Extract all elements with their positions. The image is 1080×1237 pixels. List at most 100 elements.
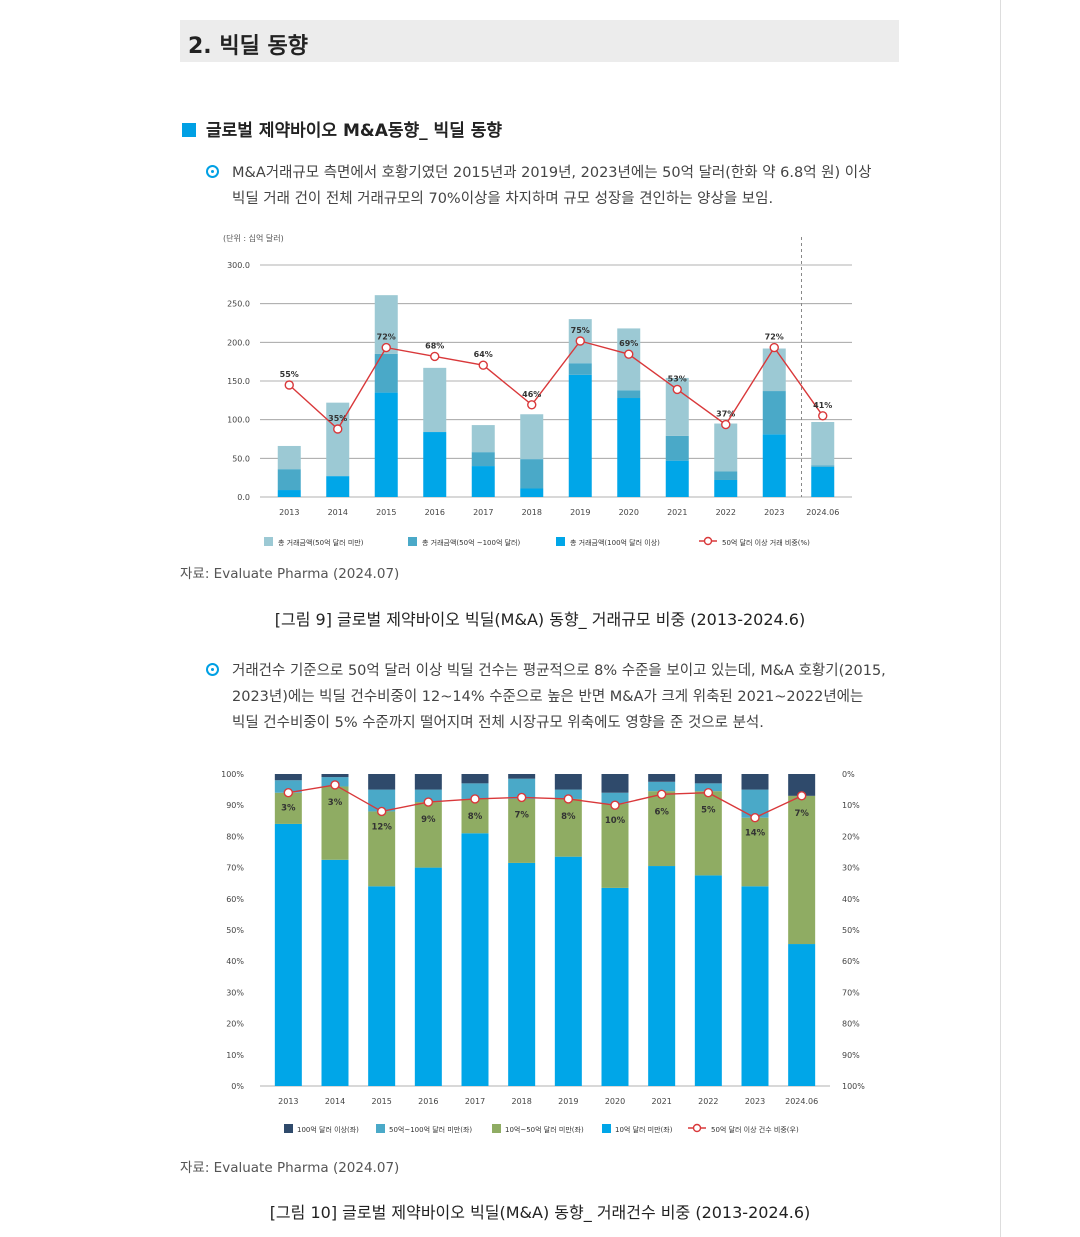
legend-swatch bbox=[492, 1124, 501, 1133]
line-point bbox=[430, 351, 440, 362]
bar-segment bbox=[811, 465, 835, 467]
bar-segment bbox=[414, 774, 442, 790]
line-data-label: 7% bbox=[514, 810, 529, 820]
bar-segment bbox=[277, 490, 301, 497]
x-tick-label: 2017 bbox=[465, 1097, 485, 1106]
bar-segment bbox=[568, 374, 592, 497]
bullet-paragraph-1: M&A거래규모 측면에서 호황기였던 2015년과 2019년, 2023년에는… bbox=[206, 160, 871, 212]
bar-segment bbox=[568, 363, 592, 375]
bar-segment bbox=[520, 414, 544, 460]
figure1-source: 자료: Evaluate Pharma (2024.07) bbox=[180, 566, 400, 582]
section-title: 2. 빅딜 동향 bbox=[188, 34, 308, 59]
bar-segment bbox=[762, 348, 786, 392]
bullet-paragraph-2: 거래건수 기준으로 50억 달러 이상 빅딜 건수는 평균적으로 8% 수준을 … bbox=[206, 658, 886, 736]
line-data-label: 8% bbox=[561, 812, 576, 822]
y-tick-label: 50.0 bbox=[232, 454, 250, 463]
legend-label: 10억~50억 달러 미만(좌) bbox=[505, 1125, 584, 1134]
x-tick-label: 2021 bbox=[651, 1097, 671, 1106]
bar-segment bbox=[414, 867, 442, 1086]
chart1-unit-label: (단위 : 십억 달러) bbox=[223, 233, 284, 243]
x-tick-label: 2019 bbox=[570, 508, 590, 517]
figure2-caption: [그림 10] 글로벌 제약바이오 빅딜(M&A) 동향_ 거래건수 비중 (2… bbox=[269, 1203, 811, 1222]
y-tick-label: 100.0 bbox=[227, 416, 250, 425]
bar-segment bbox=[601, 774, 629, 793]
bar-segment bbox=[277, 469, 301, 491]
line-data-label: 72% bbox=[765, 333, 784, 342]
big-deal-count-share-line bbox=[288, 784, 802, 819]
x-tick-label: 2024.06 bbox=[785, 1097, 818, 1106]
y-tick-label: 200.0 bbox=[227, 338, 250, 347]
bar-segment bbox=[665, 460, 689, 497]
line-point bbox=[610, 800, 620, 810]
bar-segment bbox=[508, 798, 536, 863]
legend-swatch bbox=[264, 537, 273, 546]
bar-segment bbox=[321, 786, 349, 860]
bullet-2-line-3: 빅딜 건수비중이 5% 수준까지 떨어지며 전체 시장규모 위축에도 영향을 준… bbox=[232, 715, 764, 731]
x-tick-label: 2017 bbox=[473, 508, 493, 517]
y-left-tick-label: 10% bbox=[226, 1051, 244, 1060]
legend-line-marker bbox=[703, 536, 713, 546]
figure2-source: 자료: Evaluate Pharma (2024.07) bbox=[180, 1160, 400, 1176]
bar-segment bbox=[617, 398, 641, 497]
x-tick-label: 2024.06 bbox=[806, 508, 839, 517]
legend-label: 총 거래금액(100억 달러 이상) bbox=[570, 538, 660, 547]
bar-segment bbox=[423, 367, 447, 433]
y-tick-label: 150.0 bbox=[227, 377, 250, 386]
bar-segment bbox=[520, 459, 544, 489]
bar-segment bbox=[601, 792, 629, 804]
section-header: 2. 빅딜 동향 bbox=[180, 20, 899, 62]
y-right-tick-label: 50% bbox=[842, 926, 860, 935]
big-deal-share-line bbox=[288, 340, 824, 431]
x-tick-label: 2016 bbox=[425, 508, 445, 517]
line-data-label: 68% bbox=[425, 341, 444, 350]
bar-segment bbox=[762, 434, 786, 497]
line-point bbox=[478, 360, 488, 370]
y-right-tick-label: 30% bbox=[842, 864, 860, 873]
x-tick-label: 2013 bbox=[278, 1097, 298, 1106]
line-point bbox=[818, 411, 828, 421]
y-right-tick-label: 100% bbox=[842, 1082, 865, 1091]
line-point bbox=[721, 419, 731, 430]
y-left-tick-label: 80% bbox=[226, 832, 244, 841]
bar-segment bbox=[665, 435, 689, 461]
x-tick-label: 2022 bbox=[698, 1097, 718, 1106]
y-right-tick-label: 60% bbox=[842, 957, 860, 966]
bar-segment bbox=[762, 391, 786, 435]
bullet-1-line-1: M&A거래규모 측면에서 호황기였던 2015년과 2019년, 2023년에는… bbox=[232, 165, 872, 181]
bar-segment bbox=[274, 792, 302, 824]
line-data-label: 14% bbox=[745, 829, 766, 839]
line-point bbox=[624, 349, 634, 359]
y-left-tick-label: 30% bbox=[226, 988, 244, 997]
bar-segment bbox=[554, 856, 582, 1086]
x-tick-label: 2015 bbox=[371, 1097, 391, 1106]
bar-segment bbox=[374, 392, 398, 497]
legend-swatch bbox=[408, 537, 417, 546]
line-point bbox=[769, 342, 779, 353]
chart-deal-count: 100% 0% 90% 10% 80% 20% 70% 30% 60% 40% 50% 50% 40% 6… bbox=[221, 770, 865, 1134]
line-data-label: 41% bbox=[813, 401, 832, 410]
bar-segment bbox=[694, 774, 722, 784]
square-bullet-icon bbox=[182, 123, 196, 137]
legend-swatch bbox=[284, 1124, 293, 1133]
line-point bbox=[330, 780, 340, 790]
bar-segment bbox=[326, 476, 350, 497]
legend-label: 총 거래금액(50억 ~100억 달러) bbox=[422, 538, 520, 547]
bar-segment bbox=[368, 811, 396, 887]
y-tick-label: 300.0 bbox=[227, 261, 250, 270]
line-point bbox=[575, 336, 585, 346]
line-data-label: 7% bbox=[794, 809, 809, 819]
bar-segment bbox=[274, 774, 302, 781]
bar-segment bbox=[648, 791, 676, 867]
line-data-label: 75% bbox=[571, 326, 590, 335]
bar-segment bbox=[414, 789, 442, 803]
bar-segment bbox=[714, 423, 738, 472]
y-left-tick-label: 50% bbox=[226, 926, 244, 935]
bar-segment bbox=[741, 886, 769, 1086]
bar-segment bbox=[368, 774, 396, 790]
y-left-tick-label: 20% bbox=[226, 1020, 244, 1029]
legend-label: 100억 달러 이상(좌) bbox=[297, 1125, 359, 1134]
bar-segment bbox=[471, 425, 495, 453]
bar-segment bbox=[461, 783, 489, 799]
legend-label: 50억 달러 이상 거래 비중(%) bbox=[722, 538, 810, 547]
bar-segment bbox=[648, 781, 676, 792]
